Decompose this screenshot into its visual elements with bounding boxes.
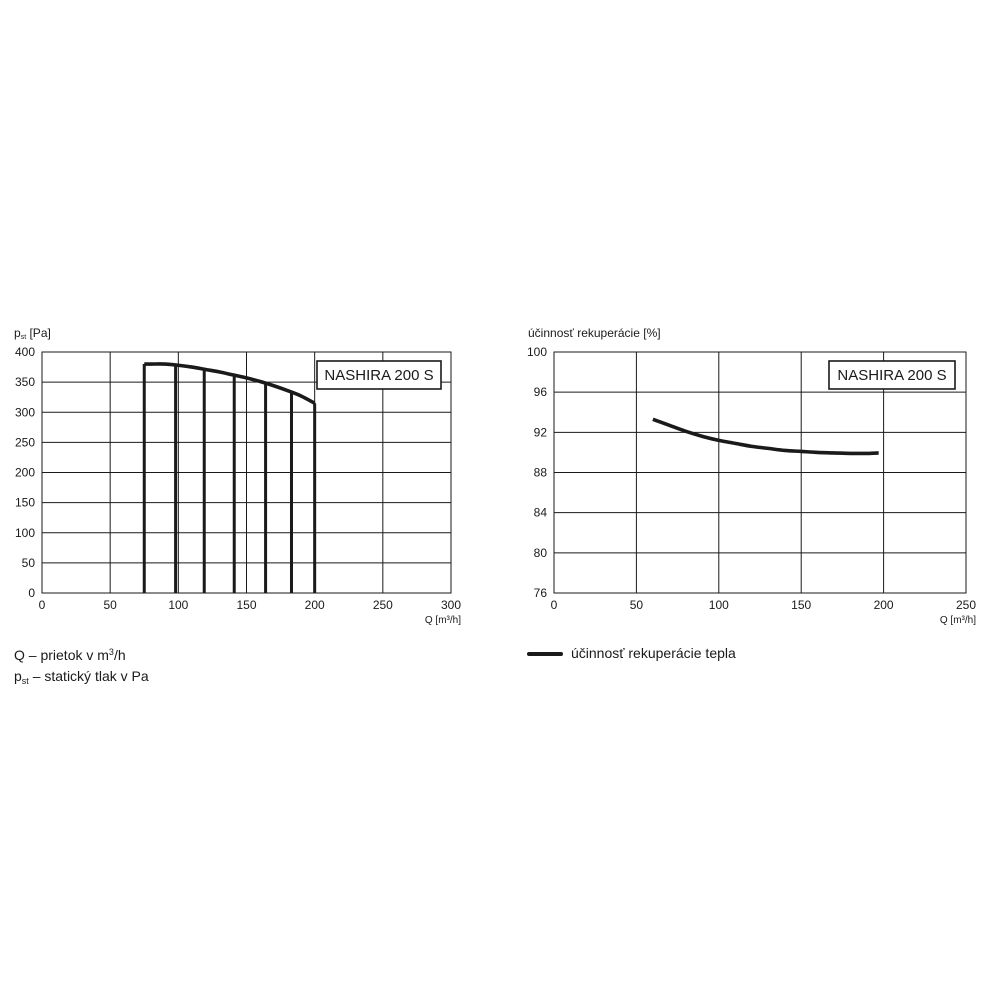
x-tick-label: 300: [441, 598, 461, 612]
model-label-box: [828, 360, 956, 390]
y-tick-label: 92: [534, 425, 548, 439]
x-tick-label: 200: [874, 598, 894, 612]
x-tick-label: 200: [305, 598, 325, 612]
y-axis-label: účinnosť rekuperácie [%]: [528, 326, 661, 340]
x-axis-label: Q [m³/h]: [425, 615, 461, 626]
y-tick-label: 0: [28, 586, 35, 600]
pressure-chart: 0 50 100 150 200 250 300 0 50 100 150 200 250 300 350 4…: [14, 326, 461, 626]
x-tick-label: 250: [956, 598, 976, 612]
y-tick-label: 80: [534, 546, 548, 560]
y-tick-label: 300: [15, 405, 35, 419]
series-line: [652, 417, 879, 456]
model-label-box: [316, 360, 442, 390]
x-tick-label: 150: [791, 598, 811, 612]
x-tick-label: 100: [168, 598, 188, 612]
x-tick-label: 150: [236, 598, 256, 612]
efficiency-chart: 0 50 100 150 200 250 76 80 84 88 92 96 100 Q [m³/h] úč…: [527, 326, 976, 626]
plot-frame: [553, 351, 967, 594]
x-tick-label: 0: [39, 598, 46, 612]
model-label: NASHIRA 200 S: [837, 367, 946, 384]
x-tick-label: 50: [103, 598, 117, 612]
x-axis-label: Q [m³/h]: [940, 615, 976, 626]
model-label: NASHIRA 200 S: [324, 367, 433, 384]
x-tick-label: 250: [373, 598, 393, 612]
y-tick-label: 84: [534, 506, 548, 520]
legend-label: účinnosť rekuperácie tepla: [571, 645, 736, 661]
y-tick-label: 100: [15, 526, 35, 540]
x-tick-label: 0: [551, 598, 558, 612]
y-tick-label: 76: [534, 586, 548, 600]
legend-line-swatch: [527, 652, 563, 657]
y-tick-label: 400: [15, 345, 35, 359]
y-tick-label: 250: [15, 435, 35, 449]
y-tick-label: 96: [534, 385, 548, 399]
y-tick-label: 100: [527, 345, 547, 359]
note-flow: Q – prietok v m3/h: [14, 647, 126, 663]
plot-frame: [41, 351, 452, 594]
y-axis-label: pst [Pa]: [14, 326, 51, 341]
y-tick-label: 50: [22, 556, 36, 570]
efficiency-legend: účinnosť rekuperácie tepla: [527, 644, 736, 662]
note-pressure: pst – statický tlak v Pa: [14, 668, 149, 686]
x-tick-label: 50: [630, 598, 644, 612]
y-tick-label: 200: [15, 466, 35, 480]
y-tick-label: 150: [15, 496, 35, 510]
x-tick-label: 100: [709, 598, 729, 612]
legend-notes: Q – prietok v m3/h pst – statický tlak v…: [14, 642, 149, 692]
y-tick-label: 350: [15, 375, 35, 389]
series-line: [144, 362, 316, 405]
y-tick-label: 88: [534, 466, 548, 480]
